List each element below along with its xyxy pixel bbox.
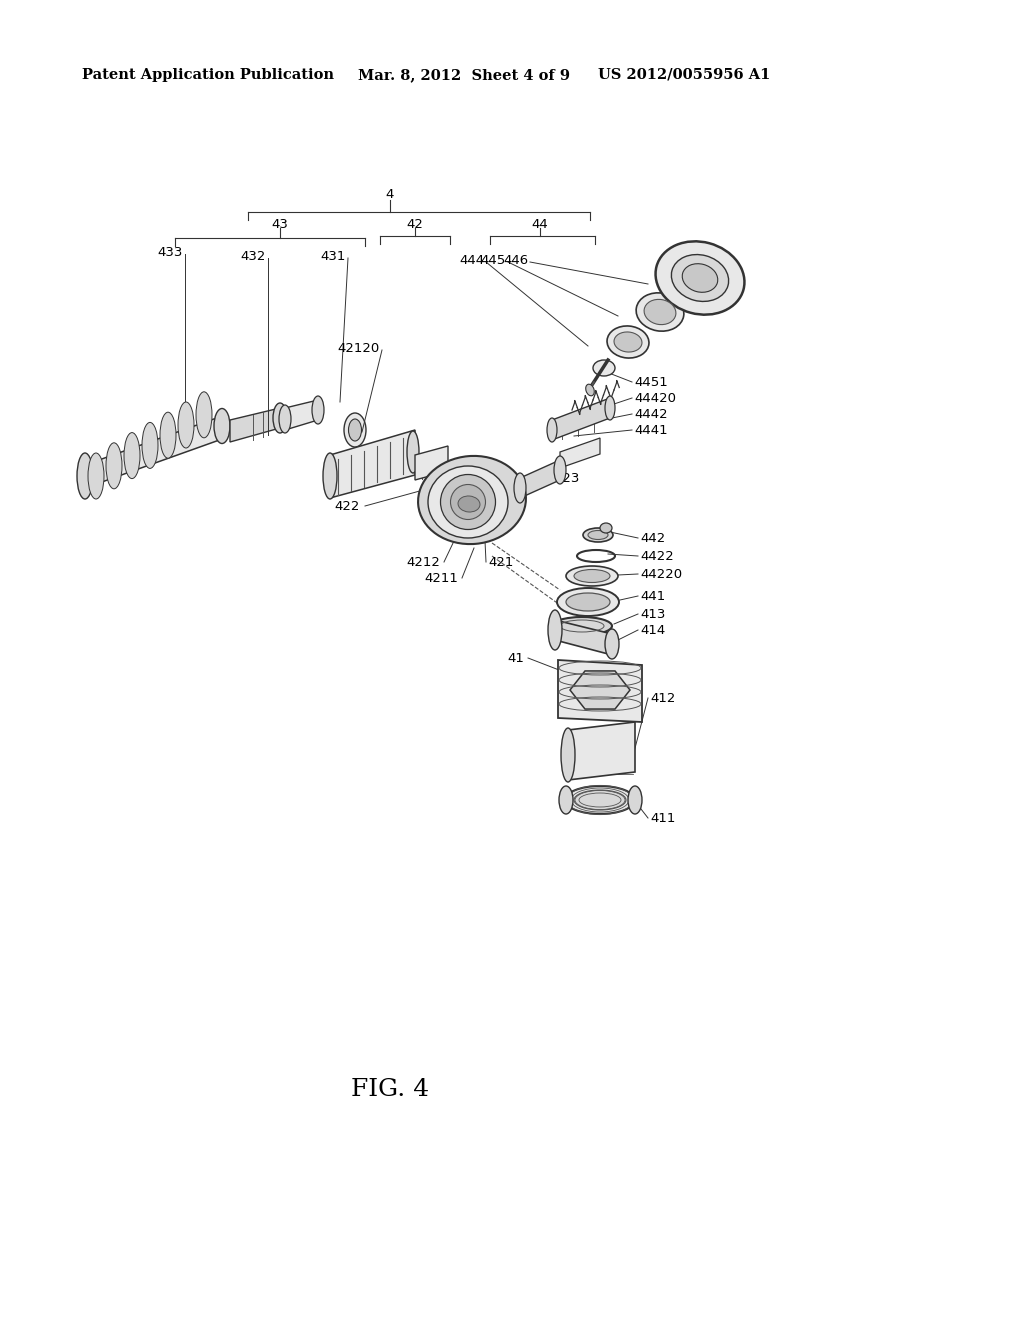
Polygon shape [415, 446, 449, 480]
Ellipse shape [196, 392, 212, 438]
Ellipse shape [552, 616, 612, 635]
Text: 414: 414 [640, 623, 666, 636]
Text: 433: 433 [158, 246, 183, 259]
Ellipse shape [451, 484, 485, 520]
Ellipse shape [214, 408, 230, 444]
Ellipse shape [548, 610, 562, 649]
Polygon shape [230, 408, 280, 442]
Text: FIG. 4: FIG. 4 [351, 1078, 429, 1101]
Text: 44220: 44220 [640, 568, 682, 581]
Polygon shape [570, 671, 630, 709]
Ellipse shape [628, 785, 642, 814]
Ellipse shape [279, 405, 291, 433]
Ellipse shape [682, 264, 718, 292]
Ellipse shape [586, 384, 594, 396]
Text: 4441: 4441 [634, 424, 668, 437]
Text: 441: 441 [640, 590, 666, 602]
Text: 4212: 4212 [407, 556, 440, 569]
Polygon shape [85, 414, 225, 488]
Text: 431: 431 [321, 249, 346, 263]
Ellipse shape [605, 630, 618, 659]
Ellipse shape [547, 418, 557, 442]
Text: 444: 444 [459, 253, 484, 267]
Polygon shape [330, 430, 415, 498]
Ellipse shape [655, 242, 744, 314]
Ellipse shape [428, 466, 508, 539]
Ellipse shape [160, 412, 176, 458]
Ellipse shape [605, 396, 615, 420]
Text: Patent Application Publication: Patent Application Publication [82, 69, 334, 82]
Text: 4: 4 [386, 189, 394, 202]
Ellipse shape [514, 473, 526, 503]
Text: 4451: 4451 [634, 375, 668, 388]
Ellipse shape [106, 442, 122, 488]
Text: 44: 44 [531, 218, 549, 231]
Ellipse shape [561, 729, 575, 781]
Ellipse shape [554, 455, 566, 484]
Text: 4442: 4442 [634, 408, 668, 421]
Ellipse shape [607, 326, 649, 358]
Text: 413: 413 [640, 607, 666, 620]
Text: 445: 445 [480, 253, 506, 267]
Ellipse shape [323, 453, 337, 499]
Text: 442: 442 [640, 532, 666, 544]
Text: 432: 432 [241, 249, 266, 263]
Ellipse shape [614, 331, 642, 352]
Text: US 2012/0055956 A1: US 2012/0055956 A1 [598, 69, 770, 82]
Ellipse shape [583, 528, 613, 543]
Polygon shape [558, 660, 642, 722]
Polygon shape [552, 399, 610, 440]
Ellipse shape [178, 403, 194, 447]
Ellipse shape [418, 455, 526, 544]
Ellipse shape [565, 785, 635, 814]
Ellipse shape [142, 422, 158, 469]
Ellipse shape [124, 433, 140, 479]
Ellipse shape [557, 587, 618, 616]
Text: 42120: 42120 [338, 342, 380, 355]
Text: 4422: 4422 [640, 549, 674, 562]
Ellipse shape [574, 569, 610, 582]
Ellipse shape [574, 789, 626, 810]
Ellipse shape [348, 418, 361, 441]
Text: 412: 412 [650, 692, 676, 705]
Text: 421: 421 [488, 556, 513, 569]
Ellipse shape [77, 453, 93, 499]
Text: 42: 42 [407, 218, 424, 231]
Ellipse shape [458, 496, 480, 512]
Text: 422: 422 [335, 499, 360, 512]
Text: 446: 446 [503, 253, 528, 267]
Polygon shape [560, 438, 600, 469]
Ellipse shape [273, 403, 287, 433]
Ellipse shape [344, 413, 366, 447]
Text: 411: 411 [650, 812, 676, 825]
Text: 43: 43 [271, 218, 289, 231]
Ellipse shape [672, 255, 729, 301]
Ellipse shape [88, 453, 104, 499]
Text: 4211: 4211 [424, 572, 458, 585]
Polygon shape [520, 459, 560, 498]
Polygon shape [285, 400, 318, 430]
Ellipse shape [559, 785, 573, 814]
Text: Mar. 8, 2012  Sheet 4 of 9: Mar. 8, 2012 Sheet 4 of 9 [358, 69, 570, 82]
Ellipse shape [566, 593, 610, 611]
Ellipse shape [600, 523, 612, 533]
Polygon shape [568, 722, 635, 780]
Ellipse shape [566, 566, 618, 586]
Text: 423: 423 [554, 471, 580, 484]
Ellipse shape [593, 360, 615, 376]
Polygon shape [555, 620, 612, 655]
Text: 41: 41 [507, 652, 524, 664]
Ellipse shape [636, 293, 684, 331]
Ellipse shape [407, 432, 419, 473]
Ellipse shape [588, 531, 608, 540]
Ellipse shape [644, 300, 676, 325]
Ellipse shape [312, 396, 324, 424]
Ellipse shape [440, 474, 496, 529]
Text: 44420: 44420 [634, 392, 676, 404]
